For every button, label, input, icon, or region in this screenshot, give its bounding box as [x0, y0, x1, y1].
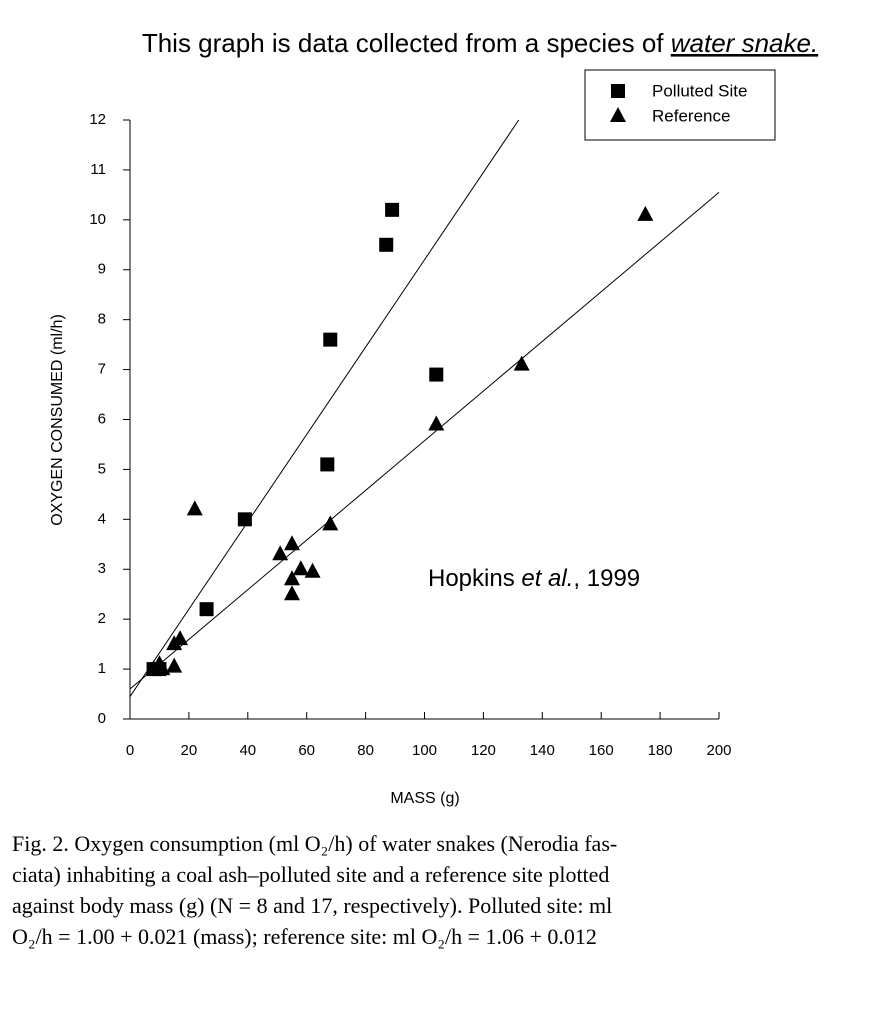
- page-title: This graph is data collected from a spec…: [142, 28, 818, 58]
- triangle-marker: [166, 657, 183, 673]
- square-marker: [199, 602, 214, 617]
- triangle-marker: [186, 500, 203, 516]
- square-marker: [429, 367, 444, 382]
- y-tick-label: 3: [98, 560, 106, 577]
- trend-line: [129, 119, 520, 697]
- y-tick-label: 10: [89, 211, 106, 228]
- y-tick-label: 4: [98, 510, 106, 527]
- x-tick-label: 80: [357, 742, 374, 759]
- legend-box: [584, 69, 776, 141]
- square-marker: [379, 237, 394, 252]
- caption-line: ciata) inhabiting a coal ash–polluted si…: [12, 862, 609, 887]
- y-tick-label: 1: [98, 660, 106, 677]
- y-tick-label: 12: [89, 111, 106, 128]
- triangle-marker: [283, 535, 300, 551]
- title-part: This graph is data collected from a spec…: [142, 28, 671, 58]
- x-tick-label: 120: [471, 742, 496, 759]
- triangle-marker: [154, 660, 171, 676]
- y-tick-label: 7: [98, 361, 106, 378]
- square-marker: [320, 457, 335, 472]
- annotation-part: et al.: [521, 565, 573, 592]
- y-tick-label: 0: [98, 710, 106, 727]
- x-tick-label: 180: [648, 742, 673, 759]
- square-marker: [237, 512, 252, 527]
- x-tick-label: 40: [239, 742, 256, 759]
- y-tick-label: 9: [98, 261, 106, 278]
- triangle-marker: [428, 415, 445, 431]
- triangle-marker: [272, 545, 289, 561]
- x-tick-label: 200: [706, 742, 731, 759]
- y-tick-label: 11: [90, 161, 106, 178]
- y-tick-label: 5: [98, 460, 106, 477]
- caption-line: against body mass (g) (N = 8 and 17, res…: [12, 893, 612, 918]
- legend-label: Polluted Site: [652, 81, 747, 100]
- y-tick-label: 6: [98, 410, 106, 427]
- x-tick-label: 160: [589, 742, 614, 759]
- triangle-marker: [322, 515, 339, 531]
- legend-label: Reference: [652, 106, 730, 125]
- triangle-marker: [637, 205, 654, 221]
- triangle-marker: [304, 562, 321, 578]
- square-marker: [611, 84, 625, 98]
- x-tick-label: 60: [298, 742, 315, 759]
- x-tick-label: 0: [126, 742, 134, 759]
- square-marker: [323, 332, 338, 347]
- y-axis-label: OXYGEN CONSUMED (ml/h): [49, 314, 66, 526]
- triangle-marker: [283, 570, 300, 586]
- triangle-marker: [172, 630, 189, 646]
- caption-line: O₂/h = 1.00 + 0.021 (mass); reference si…: [12, 924, 597, 949]
- x-tick-label: 100: [412, 742, 437, 759]
- y-tick-label: 8: [98, 311, 106, 328]
- caption-line: Fig. 2. Oxygen consumption (ml O₂/h) of …: [12, 831, 617, 856]
- triangle-marker: [292, 560, 309, 576]
- triangle-marker: [283, 585, 300, 601]
- annotation: Hopkins et al., 1999: [428, 565, 640, 592]
- annotation-part: Hopkins: [428, 565, 521, 592]
- annotation-part: , 1999: [573, 565, 640, 592]
- square-marker: [385, 202, 400, 217]
- triangle-marker: [610, 107, 626, 122]
- x-tick-label: 20: [181, 742, 198, 759]
- x-tick-label: 140: [530, 742, 555, 759]
- y-tick-label: 2: [98, 610, 106, 627]
- triangle-marker: [513, 355, 530, 371]
- x-axis-label: MASS (g): [390, 790, 459, 807]
- title-emphasis: water snake.: [671, 28, 818, 58]
- trend-line: [129, 191, 720, 690]
